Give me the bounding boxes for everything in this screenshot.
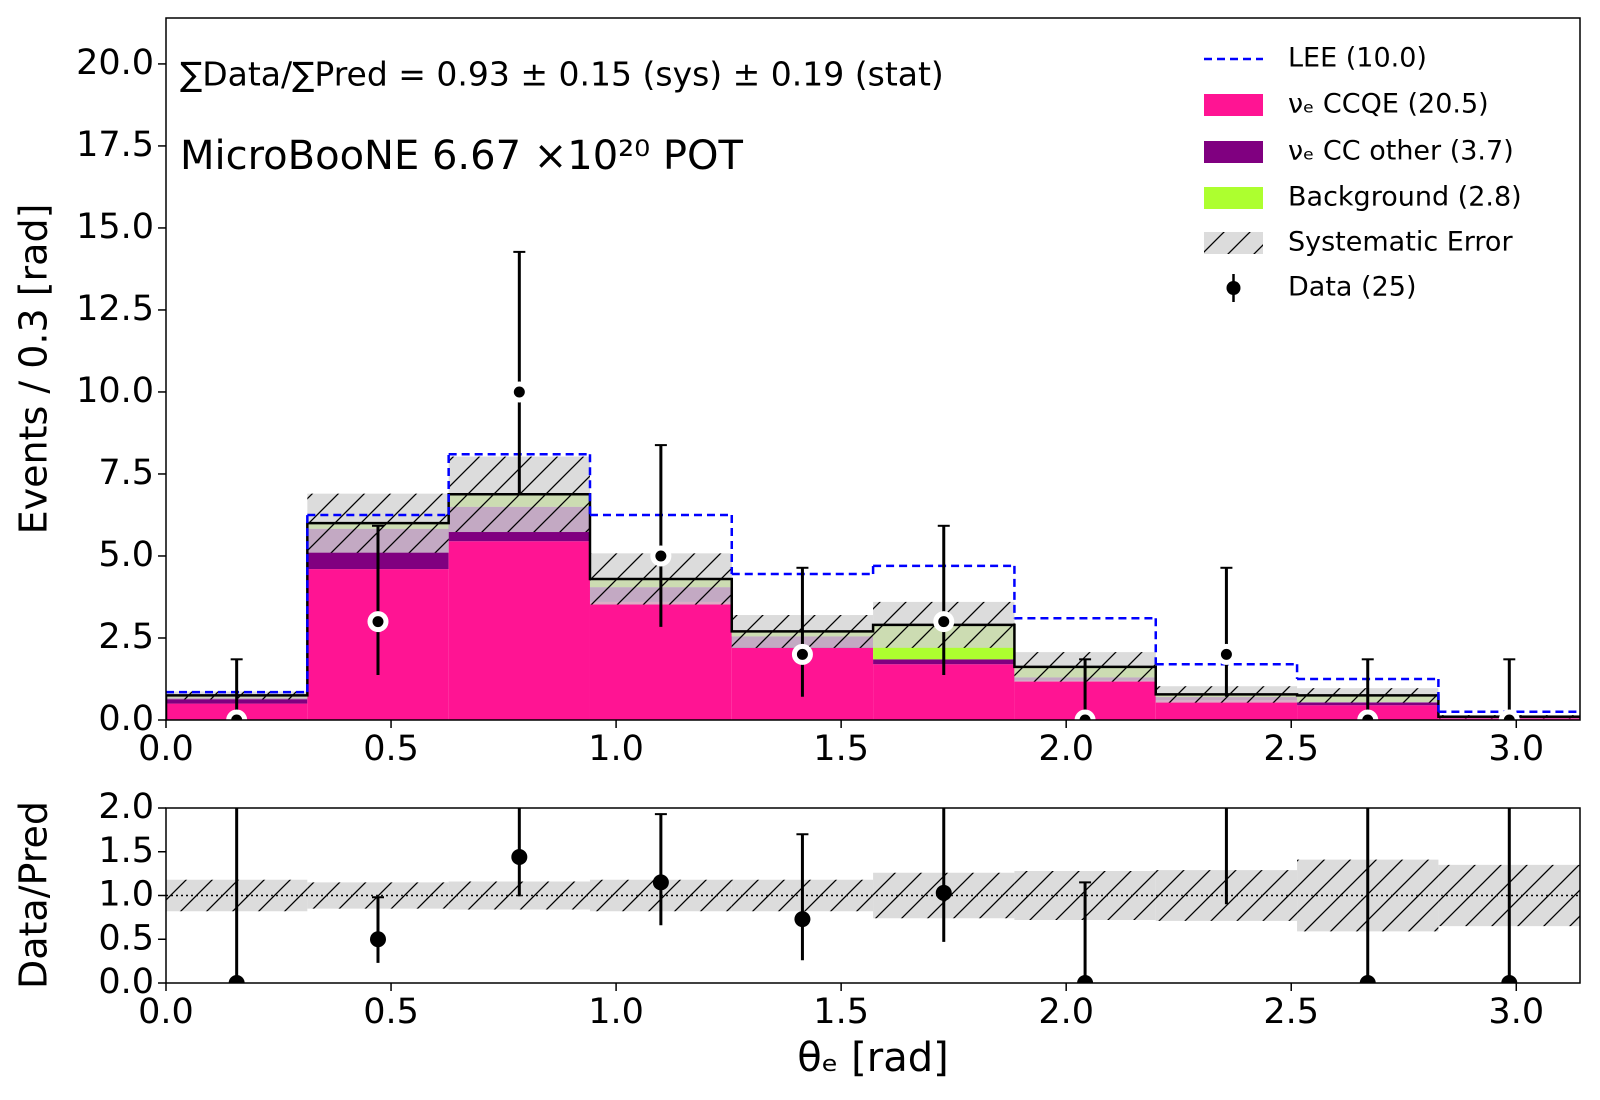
data-point — [1359, 975, 1376, 983]
data-point — [1077, 975, 1094, 983]
data-point — [1357, 709, 1379, 720]
y-tick-label: 0.5 — [98, 918, 154, 958]
x-tick-label: 2.0 — [1038, 729, 1094, 769]
y-tick-label: 10.0 — [76, 371, 154, 411]
y-tick-label: 15.0 — [76, 207, 154, 247]
data-point — [369, 931, 386, 948]
legend-swatch — [1204, 94, 1263, 116]
x-tick-label: 3.0 — [1488, 729, 1544, 769]
legend-label: Background (2.8) — [1288, 182, 1522, 213]
legend-label: νₑ CCQE (20.5) — [1288, 89, 1489, 120]
x-tick-label: 0.5 — [363, 729, 419, 769]
data-point — [791, 643, 813, 665]
plot-frame — [165, 17, 1581, 721]
y-tick-label: 1.5 — [98, 831, 154, 871]
data-point — [228, 975, 245, 983]
legend-swatch — [1204, 141, 1263, 163]
data-point — [1074, 709, 1096, 720]
y-tick-label: 0.0 — [98, 699, 154, 739]
y-tick-label: 0.0 — [98, 962, 154, 1002]
annotation: ∑Data/∑Pred = 0.93 ± 0.15 (sys) ± 0.19 (… — [180, 55, 944, 94]
x-tick-label: 1.0 — [588, 992, 644, 1032]
data-point — [1215, 643, 1237, 665]
x-tick-label: 1.5 — [813, 729, 869, 769]
data-point — [1498, 709, 1520, 720]
data-point — [652, 874, 669, 891]
x-tick-label: 0.0 — [138, 729, 194, 769]
y-tick-label: 17.5 — [76, 125, 154, 165]
data-point — [935, 884, 952, 901]
data-point — [226, 709, 248, 720]
data-point — [933, 611, 955, 633]
legend-label: Systematic Error — [1288, 227, 1513, 258]
x-tick-label: 0.0 — [138, 992, 194, 1032]
y-tick-label: 5.0 — [98, 535, 154, 575]
legend-label: νₑ CC other (3.7) — [1288, 136, 1514, 167]
y-tick-label: 1.0 — [98, 875, 154, 915]
y-axis-label: Data/Pred — [12, 801, 56, 989]
legend-swatch — [1204, 187, 1263, 209]
x-tick-label: 2.5 — [1263, 729, 1319, 769]
x-tick-label: 3.0 — [1488, 992, 1544, 1032]
stack-segment — [448, 541, 590, 720]
data-point — [367, 611, 389, 633]
stack-segment — [1155, 700, 1298, 720]
data-point — [511, 849, 528, 865]
legend-label: LEE (10.0) — [1288, 43, 1427, 74]
y-tick-label: 20.0 — [76, 43, 154, 83]
x-tick-label: 2.5 — [1263, 992, 1319, 1032]
legend-label: Data (25) — [1288, 272, 1416, 303]
plot-area — [166, 751, 1580, 983]
x-tick-label: 1.5 — [813, 992, 869, 1032]
data-point — [650, 545, 672, 567]
data-point — [1501, 975, 1518, 983]
y-tick-label: 12.5 — [76, 289, 154, 329]
x-axis-label: θₑ [rad] — [797, 1035, 948, 1081]
y-axis-label: Events / 0.3 [rad] — [12, 204, 56, 535]
x-tick-label: 1.0 — [588, 729, 644, 769]
x-tick-label: 2.0 — [1038, 992, 1094, 1032]
y-tick-label: 7.5 — [98, 453, 154, 493]
y-tick-label: 2.0 — [98, 787, 154, 827]
legend-swatch — [1204, 232, 1263, 254]
data-point — [794, 911, 811, 928]
data-point — [1218, 751, 1234, 767]
x-tick-label: 0.5 — [363, 992, 419, 1032]
plot-area — [166, 250, 1580, 720]
stack-outline — [166, 493, 1580, 720]
data-point — [508, 381, 530, 403]
y-tick-label: 2.5 — [98, 617, 154, 657]
annotation: MicroBooNE 6.67 ×10²⁰ POT — [180, 133, 744, 179]
legend-swatch — [1226, 281, 1241, 295]
